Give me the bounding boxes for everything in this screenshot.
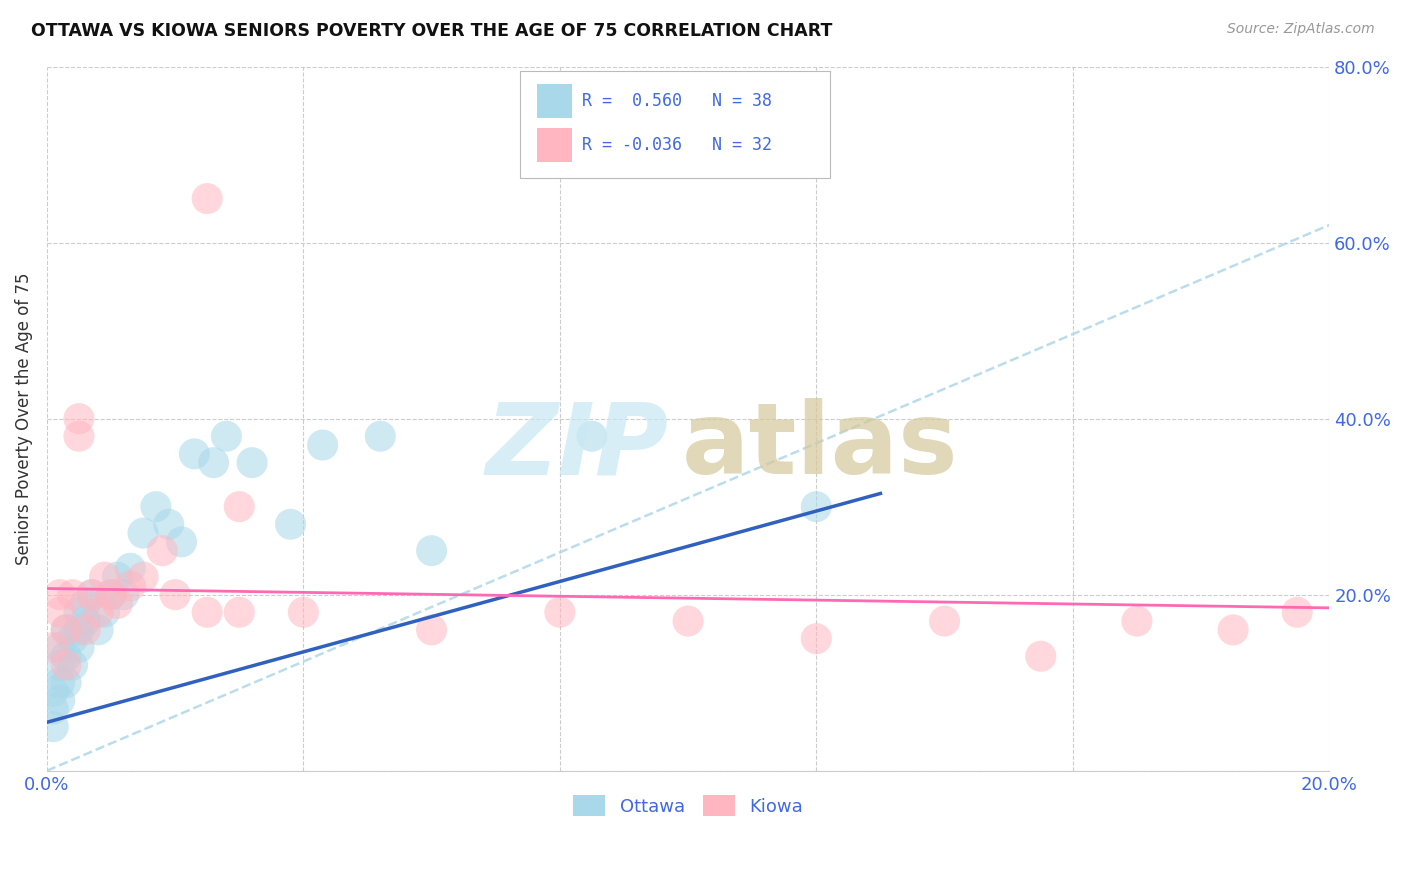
Point [75,597,97,611]
Point [107,597,129,611]
Point [145,500,167,514]
Point [420,543,443,558]
Point [42,684,65,698]
Point [100,588,122,602]
Text: OTTAWA VS KIOWA SENIORS POVERTY OVER THE AGE OF 75 CORRELATION CHART: OTTAWA VS KIOWA SENIORS POVERTY OVER THE… [31,22,832,40]
Point [93,570,115,584]
Point [55,623,77,637]
Point [67,429,90,443]
Point [806,500,828,514]
Point [93,605,115,619]
Point [55,649,77,664]
Point [55,623,77,637]
Point [80,588,103,602]
Point [170,534,193,549]
Point [67,623,90,637]
Point [67,605,90,619]
Point [1286,605,1309,619]
Point [62,658,84,673]
Point [195,605,218,619]
Point [112,588,135,602]
Point [67,411,90,425]
Point [311,438,333,452]
Point [165,588,187,602]
Text: R = -0.036   N = 32: R = -0.036 N = 32 [582,136,772,154]
Point [120,579,142,593]
Point [87,605,110,619]
Point [1222,623,1244,637]
Legend: Ottawa, Kiowa: Ottawa, Kiowa [564,786,813,825]
Y-axis label: Seniors Poverty Over the Age of 75: Seniors Poverty Over the Age of 75 [15,272,32,565]
Point [202,456,225,470]
Point [228,500,250,514]
Point [676,614,699,628]
Point [42,640,65,655]
Point [183,447,205,461]
Text: Source: ZipAtlas.com: Source: ZipAtlas.com [1227,22,1375,37]
Point [75,623,97,637]
Point [195,192,218,206]
Point [107,570,129,584]
Point [420,623,443,637]
Point [280,517,302,532]
Point [1029,649,1052,664]
Point [215,429,238,443]
Point [75,614,97,628]
Text: atlas: atlas [682,399,959,495]
Point [48,658,70,673]
Point [48,693,70,707]
Point [48,605,70,619]
Point [292,605,315,619]
Point [62,588,84,602]
Text: R =  0.560   N = 38: R = 0.560 N = 38 [582,92,772,110]
Point [581,429,603,443]
Point [87,623,110,637]
Point [1126,614,1149,628]
Point [132,526,155,541]
Point [240,456,263,470]
Point [228,605,250,619]
Point [55,675,77,690]
Point [80,588,103,602]
Point [42,720,65,734]
Point [48,675,70,690]
Point [934,614,956,628]
Point [120,561,142,575]
Point [55,658,77,673]
Point [67,640,90,655]
Point [48,640,70,655]
Point [132,570,155,584]
Point [100,588,122,602]
Point [42,702,65,716]
Point [48,588,70,602]
Point [548,605,571,619]
Point [62,632,84,646]
Point [150,543,173,558]
Point [157,517,180,532]
Point [806,632,828,646]
Point [368,429,391,443]
Text: ZIP: ZIP [486,399,669,495]
